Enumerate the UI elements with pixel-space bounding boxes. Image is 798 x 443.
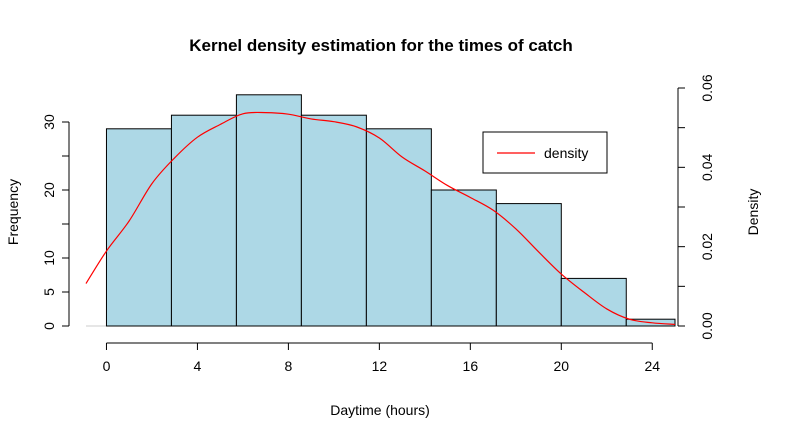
histogram-bar [235,94,302,327]
x-axis: 0 4 8 12 16 20 24 [103,342,660,374]
histogram-bar [560,277,627,327]
density-curve [85,111,676,326]
chart-title: Kernel density estimation for the times … [189,36,573,55]
histogram-bar [300,114,367,327]
histogram-bar [105,128,172,327]
y-axis: 0 5 10 20 30 [41,114,70,330]
legend-label-density: density [544,145,588,161]
x-tick-label: 8 [284,358,292,374]
y2-tick-label: 0.00 [699,312,715,339]
y2-tick-label: 0.04 [699,153,715,180]
x-tick-label: 4 [194,358,202,374]
y-tick-label: 20 [41,182,57,198]
histogram-bar [430,189,497,327]
histogram-bars [86,94,676,327]
y-tick-label: 10 [41,250,57,266]
x-tick-label: 20 [554,358,570,374]
histogram-bar [495,203,562,327]
y2-tick-label: 0.06 [699,74,715,101]
y-tick-label: 30 [41,114,57,130]
y-axis-label: Frequency [5,179,21,245]
x-tick-label: 16 [463,358,479,374]
legend: density [482,131,608,174]
y2-tick-label: 0.02 [699,233,715,260]
x-tick-label: 12 [372,358,388,374]
y-tick-label: 5 [41,288,57,296]
x-axis-label: Daytime (hours) [330,402,430,418]
y2-axis: 0.00 0.02 0.04 0.06 [677,74,715,340]
x-tick-label: 0 [103,358,111,374]
histogram-bar [365,128,432,327]
x-tick-label: 24 [644,358,660,374]
y2-axis-label: Density [745,189,761,236]
y-tick-label: 0 [41,322,57,330]
histogram-bar [170,114,237,327]
